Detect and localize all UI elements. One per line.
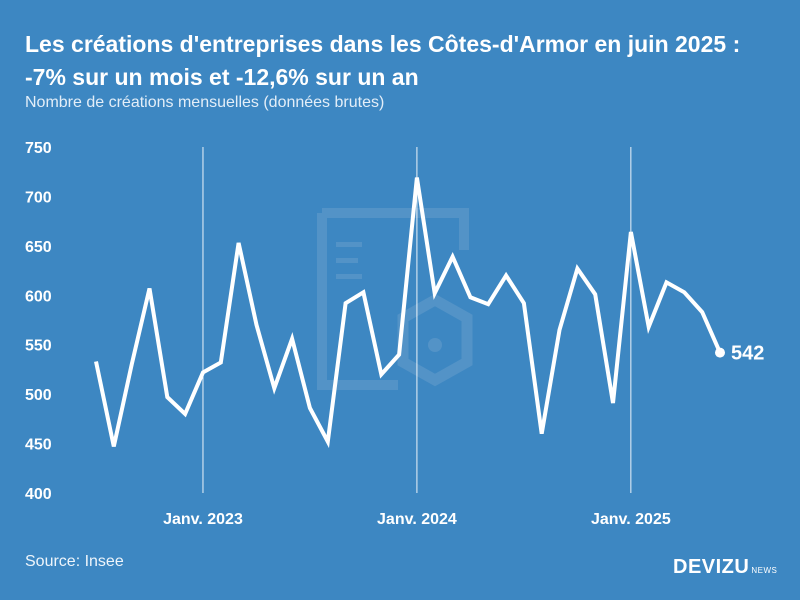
brand-logo: DEVIZU NEWS [673, 556, 777, 579]
y-tick-label: 600 [25, 288, 52, 305]
y-tick-label: 650 [25, 239, 52, 256]
brand-suffix: NEWS [751, 566, 778, 575]
x-tick-label: Janv. 2023 [163, 511, 243, 528]
y-tick-label: 450 [25, 437, 52, 454]
x-tick-label: Janv. 2024 [377, 511, 457, 528]
x-axis: Janv. 2023 Janv. 2024 Janv. 2025 [163, 147, 671, 528]
last-value-label: 542 [731, 343, 764, 365]
y-tick-label: 750 [25, 140, 52, 157]
y-tick-label: 700 [25, 189, 52, 206]
y-tick-label: 400 [25, 486, 52, 503]
series-line [94, 177, 722, 449]
source-note: Source: Insee [25, 553, 124, 570]
last-point-marker [715, 347, 725, 358]
y-axis: 400 450 500 550 600 650 700 750 [25, 140, 52, 503]
chart-title: Les créations d'entreprises dans les Côt… [25, 31, 741, 90]
series: 542 [94, 177, 764, 449]
y-tick-label: 550 [25, 338, 52, 355]
chart-subtitle: Nombre de créations mensuelles (données … [25, 94, 385, 111]
brand-name: DEVIZU [673, 556, 750, 578]
y-tick-label: 500 [25, 387, 52, 404]
x-tick-label: Janv. 2025 [591, 511, 671, 528]
